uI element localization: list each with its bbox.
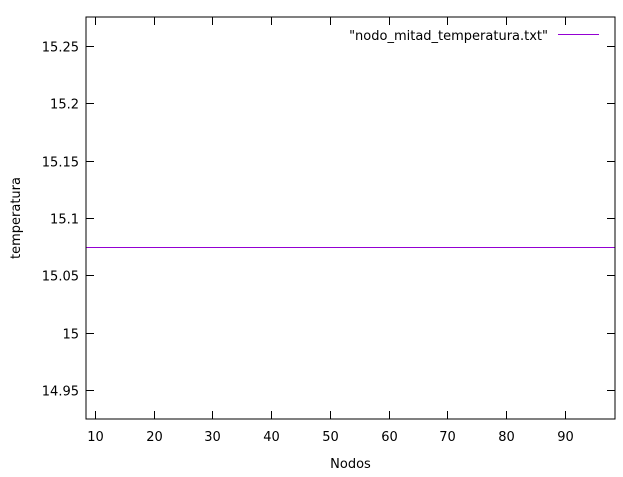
- y-axis-label: temperatura: [9, 177, 24, 259]
- x-tick-label: 70: [439, 430, 456, 445]
- y-axis-ticks: 14.95 15 15.05 15.1 15.15 15.2 15.25: [42, 41, 615, 400]
- y-tick-label: 15.25: [42, 41, 79, 56]
- y-tick-label: 15.2: [50, 98, 79, 113]
- x-tick-label: 30: [204, 430, 221, 445]
- y-tick-label: 15.1: [50, 213, 79, 228]
- y-tick-label: 14.95: [42, 385, 79, 400]
- plot-frame: [85, 16, 616, 420]
- x-tick-label: 60: [381, 430, 398, 445]
- x-axis-ticks: 10 20 30 40 50 60 70 80 90: [87, 17, 574, 445]
- x-tick-label: 10: [87, 430, 104, 445]
- x-tick-label: 90: [557, 430, 574, 445]
- x-tick-label: 20: [146, 430, 163, 445]
- y-tick-label: 15: [62, 328, 79, 343]
- x-tick-label: 40: [263, 430, 280, 445]
- legend: "nodo_mitad_temperatura.txt": [349, 29, 599, 44]
- legend-label: "nodo_mitad_temperatura.txt": [349, 29, 548, 44]
- x-tick-label: 50: [322, 430, 339, 445]
- y-tick-label: 15.05: [42, 270, 79, 285]
- x-tick-label: 80: [498, 430, 515, 445]
- x-axis-label: Nodos: [330, 457, 371, 472]
- y-tick-label: 15.15: [42, 156, 79, 171]
